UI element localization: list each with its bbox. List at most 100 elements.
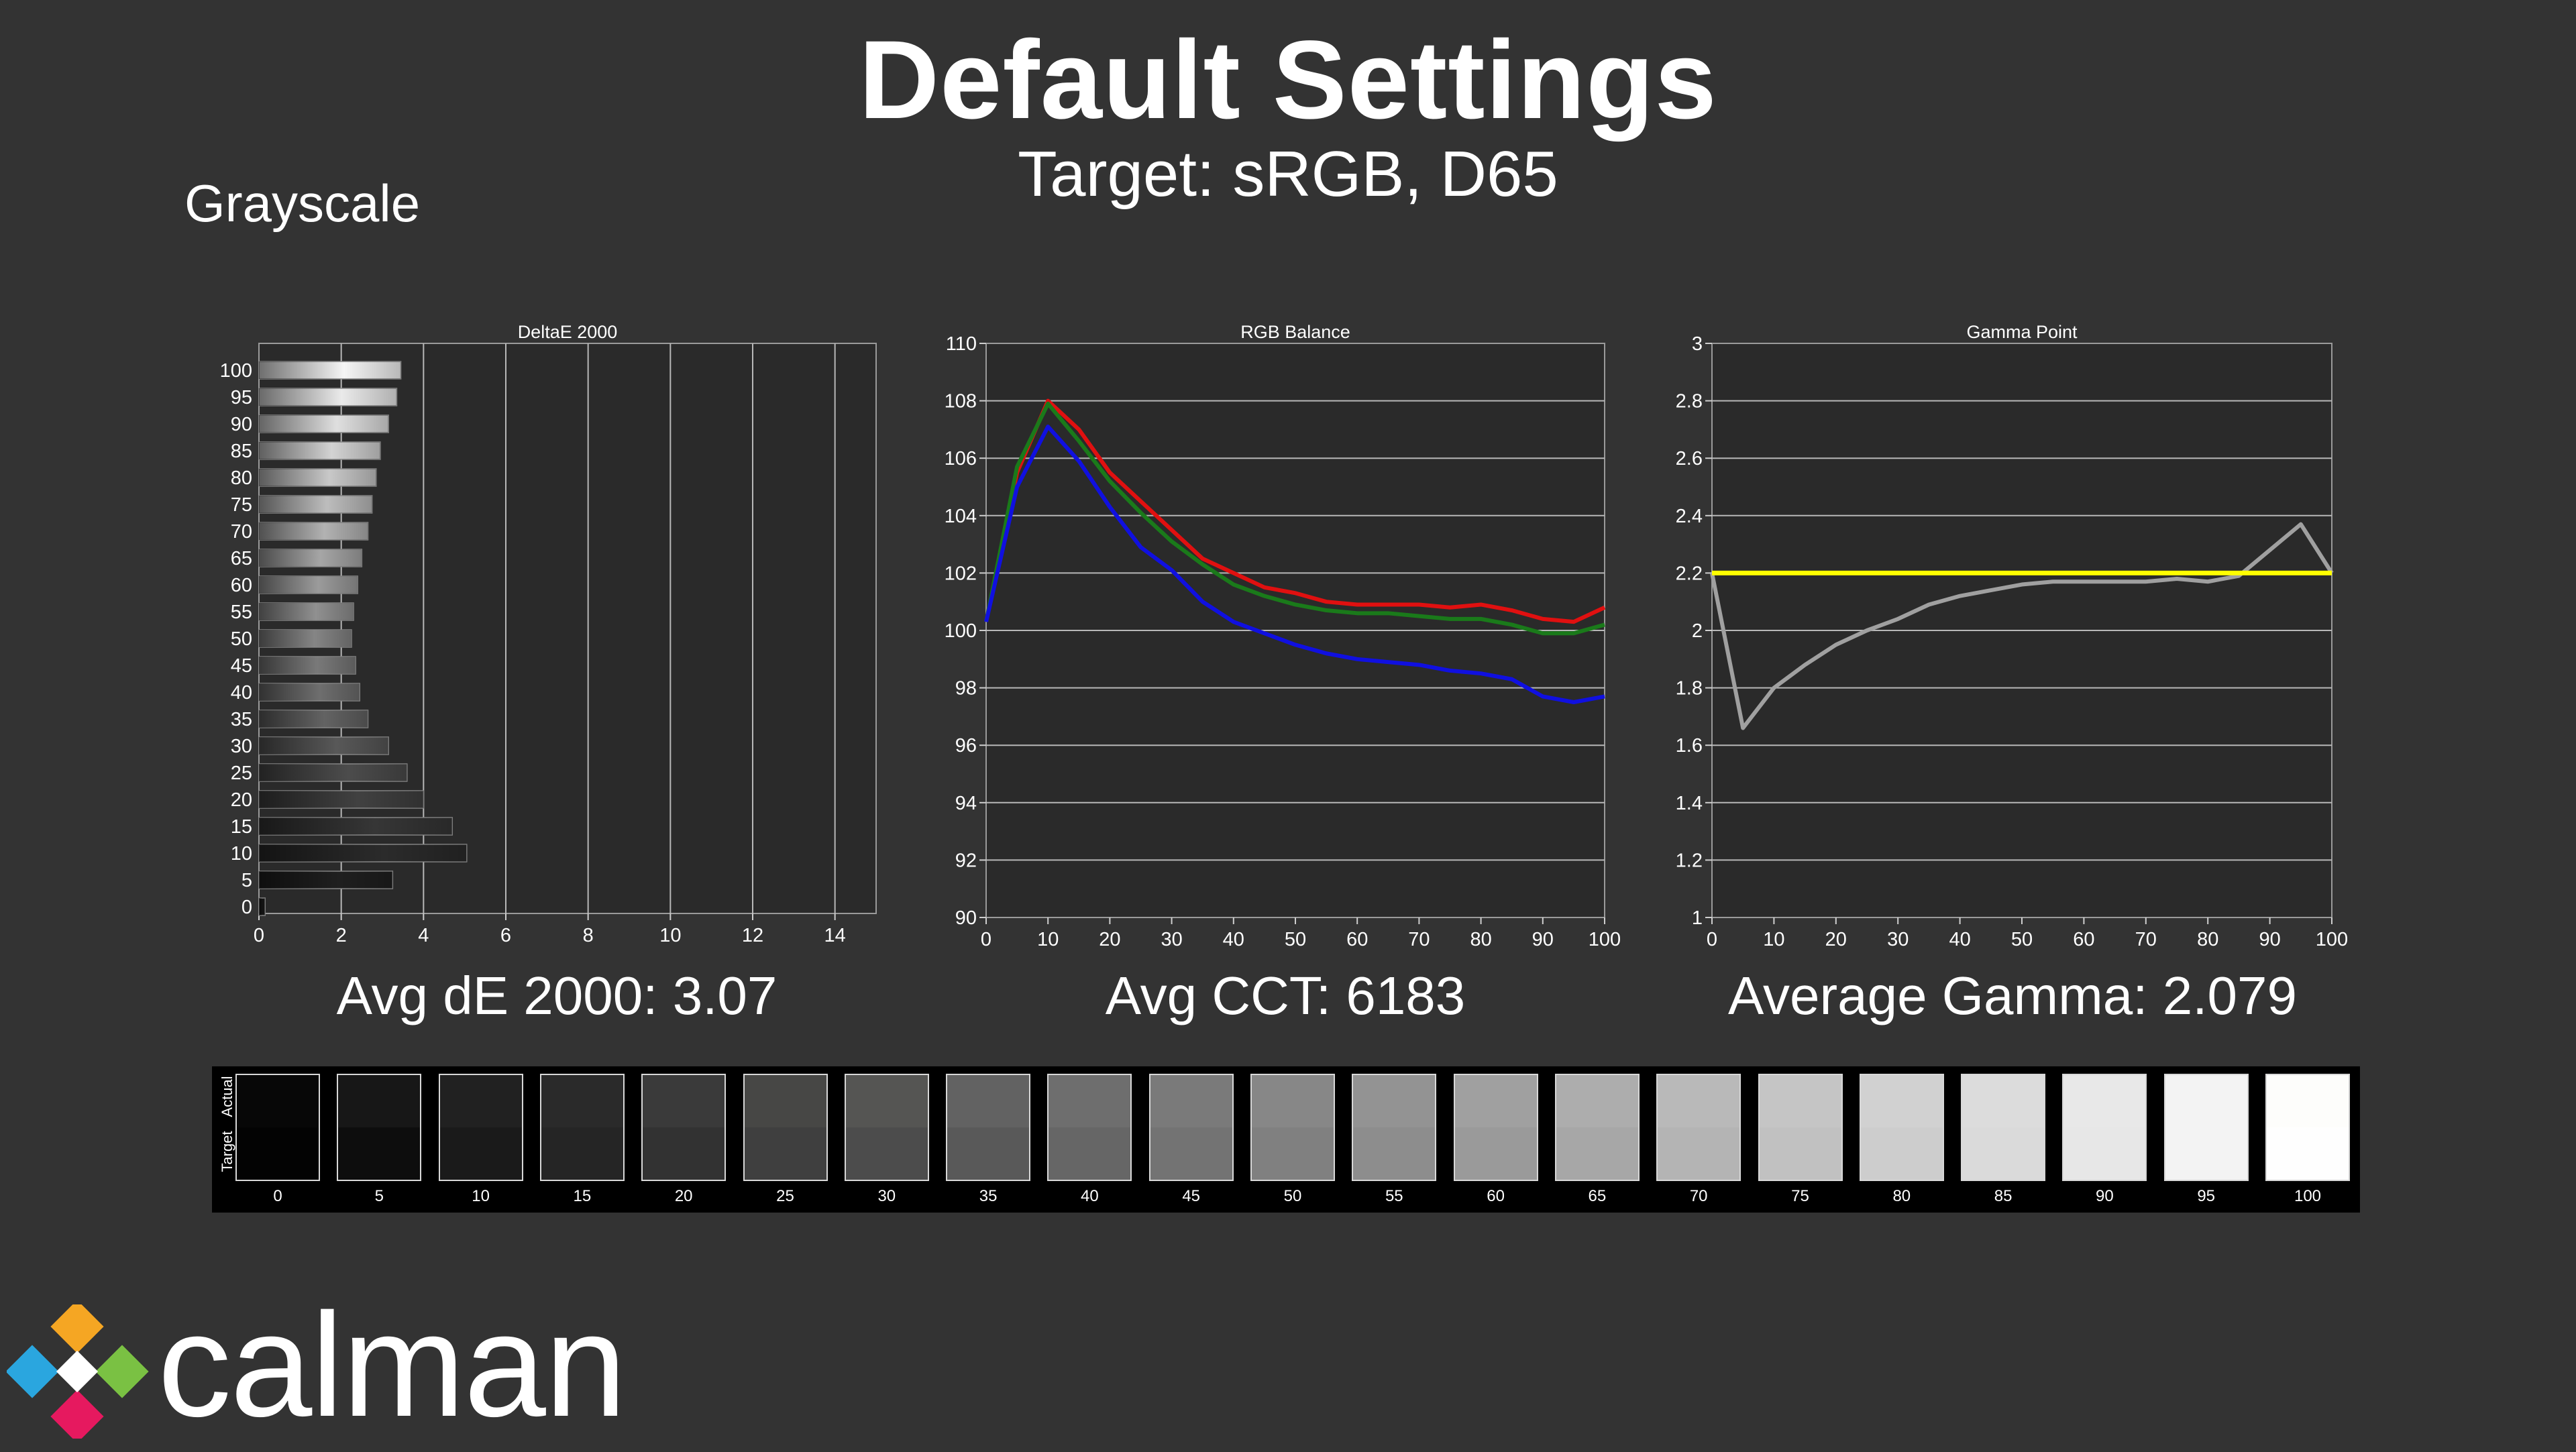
deltae-y-label-95: 95 (231, 387, 252, 408)
swatch-100 (2265, 1074, 2350, 1181)
swatch-target-45 (1150, 1127, 1232, 1180)
calman-logo-icon (7, 1304, 149, 1439)
deltae-bar-shade-0 (259, 898, 266, 915)
gamma-y-tick-label: 1.4 (1676, 793, 1703, 814)
deltae-bar-shade-95 (259, 388, 397, 406)
rgb-y-tick-label: 110 (946, 333, 977, 355)
target-row-label: Target (219, 1131, 235, 1172)
swatch-90 (2062, 1074, 2147, 1181)
gamma-y-tick-label: 1.6 (1676, 735, 1703, 757)
swatch-target-65 (1556, 1127, 1638, 1180)
deltae-y-label-75: 75 (231, 494, 252, 516)
swatch-label-20: 20 (674, 1187, 693, 1205)
swatch-target-80 (1860, 1127, 1943, 1180)
deltae-y-label-5: 5 (241, 870, 252, 891)
avg-de-stat: Avg dE 2000: 3.07 (336, 966, 777, 1025)
deltae-y-label-70: 70 (231, 521, 252, 543)
swatch-15 (539, 1074, 625, 1181)
rgb-y-tick-label: 102 (945, 563, 977, 584)
deltae-bar-shade-60 (259, 576, 358, 594)
grayscale-swatch-strip: Actual Target 0 5 10 15 20 25 30 35 40 45 50 55 60 65… (212, 1066, 2360, 1213)
swatch-actual-85 (1962, 1075, 2045, 1127)
gamma-x-tick-label: 30 (1887, 929, 1909, 950)
deltae-x-tick-label: 6 (500, 925, 511, 946)
swatch-label-45: 45 (1182, 1187, 1201, 1205)
rgb-y-tick-label: 90 (955, 907, 977, 929)
page-title: Default Settings (859, 18, 1717, 142)
rgb-x-tick-label: 100 (1589, 929, 1621, 950)
swatch-label-85: 85 (1994, 1187, 2012, 1205)
deltae-title: DeltaE 2000 (518, 322, 618, 342)
swatch-0 (235, 1074, 320, 1181)
deltae-y-label-90: 90 (231, 414, 252, 435)
swatch-60 (1453, 1074, 1538, 1181)
swatch-target-100 (2267, 1127, 2349, 1180)
swatch-30 (844, 1074, 929, 1181)
swatch-target-85 (1962, 1127, 2045, 1180)
gamma-x-tick-label: 40 (1949, 929, 1970, 950)
swatch-85 (1961, 1074, 2046, 1181)
swatch-target-90 (2063, 1127, 2146, 1180)
gamma-x-tick-label: 50 (2011, 929, 2033, 950)
swatch-target-10 (439, 1127, 522, 1180)
swatch-25 (743, 1074, 828, 1181)
swatch-80 (1859, 1074, 1944, 1181)
swatch-label-0: 0 (273, 1187, 282, 1205)
gamma-x-tick-label: 10 (1763, 929, 1784, 950)
swatch-actual-80 (1860, 1075, 1943, 1127)
gamma-x-tick-label: 0 (1707, 929, 1717, 950)
gamma-title: Gamma Point (1966, 322, 2078, 342)
deltae-y-label-100: 100 (220, 360, 252, 382)
swatch-actual-35 (947, 1075, 1030, 1127)
gamma-y-tick-label: 1.2 (1676, 850, 1703, 871)
gamma-series-0 (1710, 522, 2334, 730)
swatch-target-25 (744, 1127, 826, 1180)
deltae-x-tick-label: 14 (824, 925, 846, 946)
swatch-label-40: 40 (1081, 1187, 1099, 1205)
deltae-x-tick-label: 4 (418, 925, 429, 946)
gamma-x-tick-label: 20 (1825, 929, 1847, 950)
section-label: Grayscale (184, 174, 421, 233)
gamma-x-tick-label: 80 (2197, 929, 2218, 950)
rgb-x-tick-label: 70 (1408, 929, 1430, 950)
swatch-target-55 (1353, 1127, 1436, 1180)
swatch-45 (1148, 1074, 1234, 1181)
rgb-series-1 (984, 401, 1605, 636)
swatch-label-5: 5 (374, 1187, 384, 1205)
swatch-target-75 (1759, 1127, 1841, 1180)
rgb-y-tick-label: 106 (945, 448, 977, 469)
deltae-bar-shade-85 (259, 442, 380, 459)
swatch-65 (1554, 1074, 1640, 1181)
swatch-40 (1047, 1074, 1132, 1181)
swatch-20 (641, 1074, 727, 1181)
deltae-bar-shade-50 (259, 630, 352, 647)
swatch-label-90: 90 (2096, 1187, 2114, 1205)
swatch-label-25: 25 (776, 1187, 794, 1205)
swatch-35 (946, 1074, 1031, 1181)
swatch-actual-0 (237, 1075, 319, 1127)
deltae-bar-shade-100 (259, 361, 401, 379)
deltae-y-label-50: 50 (231, 628, 252, 650)
deltae-x-tick-label: 12 (742, 925, 763, 946)
swatch-target-40 (1049, 1127, 1131, 1180)
rgb-y-tick-label: 92 (955, 850, 977, 871)
gamma-x-tick-label: 70 (2135, 929, 2157, 950)
rgb-y-tick-label: 100 (945, 620, 977, 642)
avg-gamma-stat: Average Gamma: 2.079 (1728, 966, 2297, 1025)
swatch-label-35: 35 (979, 1187, 998, 1205)
swatch-actual-15 (541, 1075, 623, 1127)
deltae-bar-shade-65 (259, 549, 362, 567)
deltae-y-label-40: 40 (231, 682, 252, 704)
swatch-label-75: 75 (1791, 1187, 1809, 1205)
deltae-x-tick-label: 2 (336, 925, 347, 946)
page-subtitle: Target: sRGB, D65 (1018, 138, 1558, 210)
deltae-bar-shade-15 (259, 818, 453, 835)
deltae-bar-shade-75 (259, 496, 372, 513)
swatch-target-30 (845, 1127, 928, 1180)
gamma-x-tick-label: 100 (2316, 929, 2348, 950)
gamma-y-tick-label: 2.6 (1676, 448, 1703, 469)
swatch-actual-55 (1353, 1075, 1436, 1127)
deltae-x-tick-label: 8 (583, 925, 594, 946)
deltae-y-label-10: 10 (231, 843, 252, 864)
